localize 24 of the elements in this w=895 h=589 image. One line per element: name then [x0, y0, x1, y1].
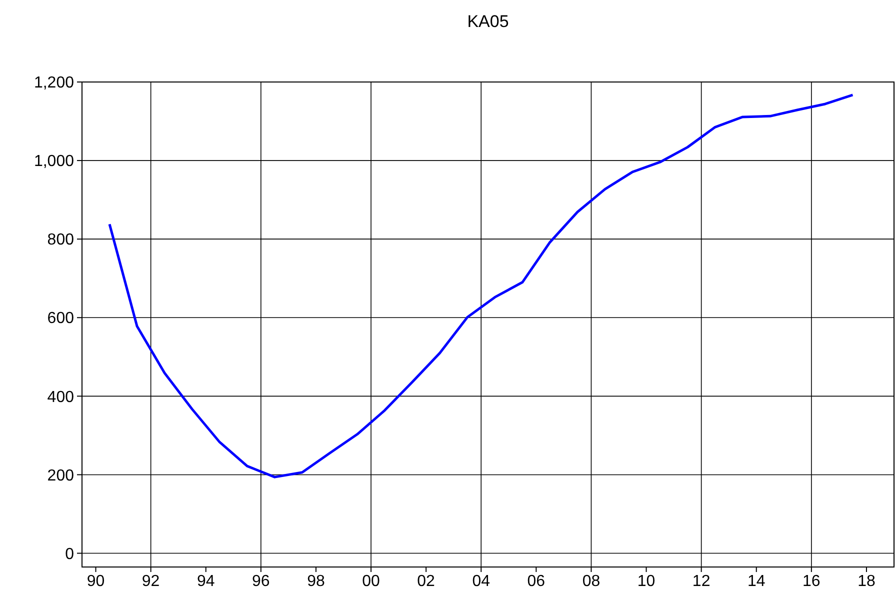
y-tick-label: 400 [47, 388, 74, 406]
x-tick-label: 00 [362, 573, 380, 589]
y-tick-label: 1,000 [34, 153, 74, 170]
x-tick-label: 02 [417, 573, 436, 589]
x-tick-label: 06 [527, 573, 546, 589]
y-tick-label: 800 [47, 232, 74, 249]
x-tick-label: 18 [858, 573, 876, 589]
x-tick-label: 94 [196, 573, 215, 589]
line-series [108, 94, 854, 478]
x-tick-label: 10 [637, 573, 656, 589]
x-tick-label: 04 [472, 573, 490, 589]
x-tick-label: 08 [582, 573, 600, 589]
x-tick-label: 98 [307, 573, 325, 589]
x-tick-label: 96 [252, 573, 270, 589]
x-tick-label: 90 [86, 573, 105, 589]
y-tick-label: 0 [65, 546, 74, 563]
y-tick-label: 1,200 [34, 74, 74, 92]
x-tick-label: 12 [692, 573, 710, 589]
x-tick-label: 16 [802, 573, 820, 589]
y-tick-label: 200 [47, 467, 74, 484]
x-tick-label: 14 [747, 573, 766, 589]
x-tick-label: 92 [142, 573, 160, 589]
chart-title: KA05 [467, 12, 509, 31]
y-tick-label: 600 [47, 310, 74, 328]
